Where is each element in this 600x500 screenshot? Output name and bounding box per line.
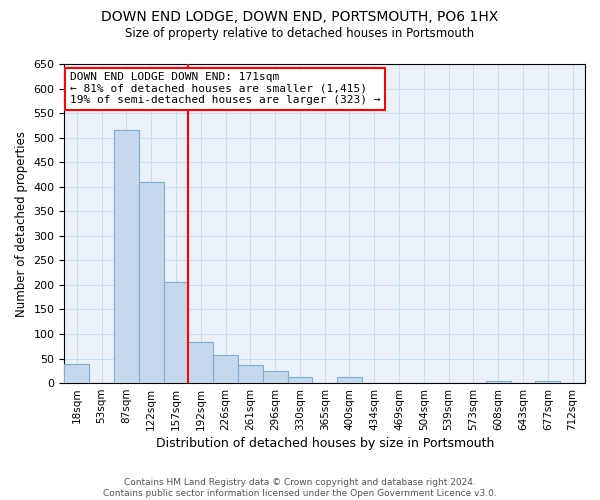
Bar [64,364,89,383]
Text: Contains HM Land Registry data © Crown copyright and database right 2024.
Contai: Contains HM Land Registry data © Crown c… [103,478,497,498]
Text: DOWN END LODGE, DOWN END, PORTSMOUTH, PO6 1HX: DOWN END LODGE, DOWN END, PORTSMOUTH, PO… [101,10,499,24]
Bar [287,377,313,383]
Text: Size of property relative to detached houses in Portsmouth: Size of property relative to detached ho… [125,28,475,40]
Bar [337,377,362,383]
Bar [263,371,287,383]
Bar [535,380,560,383]
Bar [114,130,139,383]
Bar [213,355,238,383]
Text: DOWN END LODGE DOWN END: 171sqm
← 81% of detached houses are smaller (1,415)
19%: DOWN END LODGE DOWN END: 171sqm ← 81% of… [70,72,380,105]
Bar [486,380,511,383]
Bar [238,365,263,383]
Bar [188,342,213,383]
Y-axis label: Number of detached properties: Number of detached properties [15,130,28,316]
Bar [139,182,164,383]
Bar [164,282,188,383]
X-axis label: Distribution of detached houses by size in Portsmouth: Distribution of detached houses by size … [155,437,494,450]
